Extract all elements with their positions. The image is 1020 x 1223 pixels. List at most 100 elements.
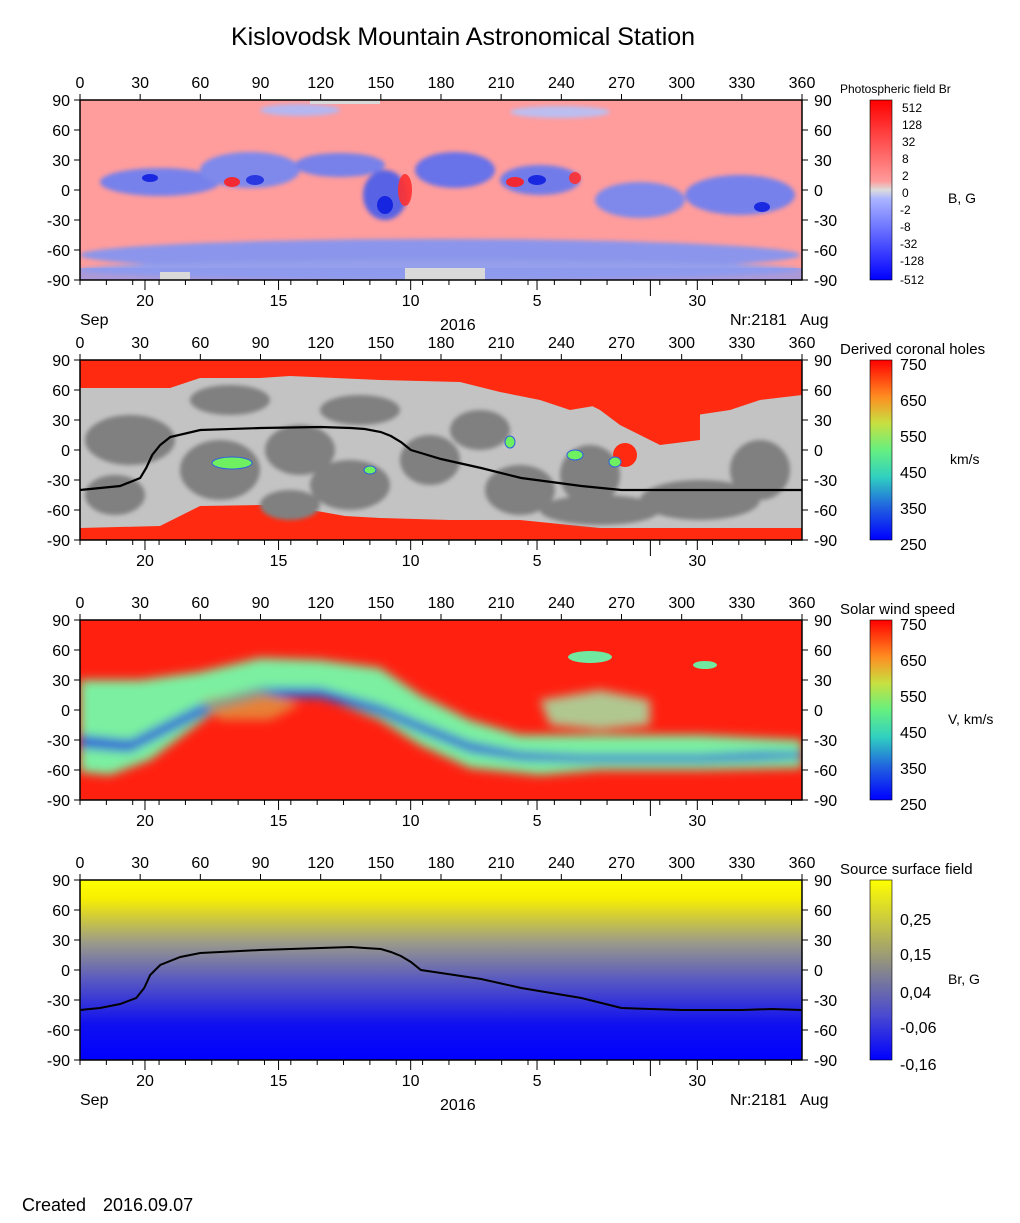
colorbar-title-photospheric: Photospheric field Br — [840, 82, 951, 96]
date-tick-label: 15 — [270, 553, 288, 570]
latitude-tick-label-right: -90 — [814, 273, 837, 290]
latitude-tick-label-right: 0 — [814, 703, 823, 720]
latitude-tick-label-left: 0 — [61, 443, 70, 460]
date-tick-label: 30 — [688, 553, 706, 570]
longitude-tick-label: 210 — [488, 75, 515, 92]
longitude-tick-label: 30 — [131, 75, 149, 92]
longitude-tick-label: 360 — [789, 335, 816, 352]
colorbar-solar-wind — [869, 619, 893, 801]
longitude-tick-label: 60 — [191, 855, 209, 872]
date-tick-label: 30 — [688, 293, 706, 310]
longitude-tick-label: 60 — [191, 335, 209, 352]
longitude-tick-label: 270 — [608, 595, 635, 612]
colorbar-title-source-surface: Source surface field — [840, 861, 973, 878]
longitude-tick-label: 210 — [488, 855, 515, 872]
longitude-tick-label: 90 — [252, 855, 270, 872]
latitude-tick-label-left: -60 — [47, 503, 70, 520]
date-tick-label: 20 — [136, 813, 154, 830]
latitude-tick-label-right: -90 — [814, 533, 837, 550]
date-tick-label: 10 — [402, 813, 420, 830]
longitude-tick-label: 300 — [668, 855, 695, 872]
longitude-tick-label: 330 — [728, 75, 755, 92]
longitude-tick-label: 360 — [789, 75, 816, 92]
year-label-bottom: 2016 — [440, 1097, 476, 1114]
latitude-tick-label-right: 0 — [814, 963, 823, 980]
longitude-tick-label: 330 — [728, 335, 755, 352]
date-tick-label: 5 — [533, 293, 542, 310]
latitude-tick-label-left: 60 — [52, 123, 70, 140]
longitude-tick-label: 0 — [76, 595, 85, 612]
latitude-tick-label-left: 0 — [61, 703, 70, 720]
latitude-tick-label-right: 90 — [814, 873, 832, 890]
cb-tick: 0,25 — [900, 912, 931, 929]
longitude-tick-label: 330 — [728, 855, 755, 872]
rotation-label: Nr:2181 — [730, 312, 787, 329]
date-tick-label: 30 — [688, 1073, 706, 1090]
longitude-tick-label: 300 — [668, 335, 695, 352]
unit-label-photospheric: B, G — [948, 190, 976, 206]
latitude-tick-label-right: -30 — [814, 213, 837, 230]
latitude-tick-label-right: 90 — [814, 353, 832, 370]
latitude-tick-label-right: -90 — [814, 793, 837, 810]
longitude-tick-label: 30 — [131, 595, 149, 612]
latitude-tick-label-left: 0 — [61, 963, 70, 980]
longitude-tick-label: 90 — [252, 335, 270, 352]
latitude-tick-label-left: -30 — [47, 993, 70, 1010]
cb-tick: -2 — [900, 203, 911, 217]
longitude-tick-label: 150 — [367, 855, 394, 872]
month-left-label: Sep — [80, 312, 109, 329]
longitude-tick-label: 90 — [252, 595, 270, 612]
month-right-label: Aug — [800, 312, 828, 329]
latitude-tick-label-left: 30 — [52, 673, 70, 690]
colorbar-ticks-photospheric: 512 128 32 8 2 0 -2 -8 -32 -128 -512 — [900, 101, 924, 287]
cb-tick: -128 — [900, 254, 924, 268]
latitude-tick-label-right: 30 — [814, 933, 832, 950]
longitude-tick-label: 240 — [548, 75, 575, 92]
longitude-tick-label: 210 — [488, 595, 515, 612]
date-tick-label: 15 — [270, 293, 288, 310]
longitude-tick-label: 0 — [76, 335, 85, 352]
longitude-tick-label: 300 — [668, 75, 695, 92]
latitude-tick-label-left: 0 — [61, 183, 70, 200]
longitude-tick-label: 240 — [548, 855, 575, 872]
longitude-tick-label: 180 — [428, 75, 455, 92]
latitude-tick-label-right: 0 — [814, 443, 823, 460]
longitude-tick-label: 150 — [367, 335, 394, 352]
cb-tick: 750 — [900, 617, 927, 634]
latitude-tick-label-left: 90 — [52, 613, 70, 630]
cb-tick: 550 — [900, 429, 927, 446]
longitude-tick-label: 360 — [789, 855, 816, 872]
photospheric-field-map — [80, 100, 802, 280]
cb-tick: 250 — [900, 797, 927, 814]
longitude-tick-label: 240 — [548, 595, 575, 612]
cb-tick: 2 — [902, 169, 909, 183]
latitude-tick-label-left: 30 — [52, 933, 70, 950]
longitude-tick-label: 270 — [608, 75, 635, 92]
latitude-tick-label-right: -90 — [814, 1053, 837, 1070]
longitude-tick-label: 180 — [428, 855, 455, 872]
latitude-tick-label-left: -30 — [47, 473, 70, 490]
longitude-tick-label: 180 — [428, 335, 455, 352]
latitude-tick-label-left: -90 — [47, 1053, 70, 1070]
cb-tick: -0,16 — [900, 1057, 937, 1074]
date-tick-label: 10 — [402, 553, 420, 570]
latitude-tick-label-left: -60 — [47, 1023, 70, 1040]
date-tick-label: 15 — [270, 813, 288, 830]
latitude-tick-label-right: 60 — [814, 383, 832, 400]
cb-tick: 550 — [900, 689, 927, 706]
chart-title: Kislovodsk Mountain Astronomical Station — [231, 23, 695, 51]
latitude-tick-label-right: -60 — [814, 763, 837, 780]
latitude-tick-label-right: -30 — [814, 733, 837, 750]
latitude-tick-label-right: 30 — [814, 413, 832, 430]
latitude-tick-label-right: 30 — [814, 153, 832, 170]
cb-tick: 650 — [900, 653, 927, 670]
longitude-tick-label: 30 — [131, 335, 149, 352]
date-tick-label: 10 — [402, 293, 420, 310]
latitude-tick-label-left: -30 — [47, 733, 70, 750]
latitude-tick-label-left: -90 — [47, 793, 70, 810]
longitude-tick-label: 30 — [131, 855, 149, 872]
cb-tick: -512 — [900, 273, 924, 287]
latitude-tick-label-left: -60 — [47, 243, 70, 260]
longitude-tick-label: 150 — [367, 595, 394, 612]
cb-tick: 450 — [900, 465, 927, 482]
